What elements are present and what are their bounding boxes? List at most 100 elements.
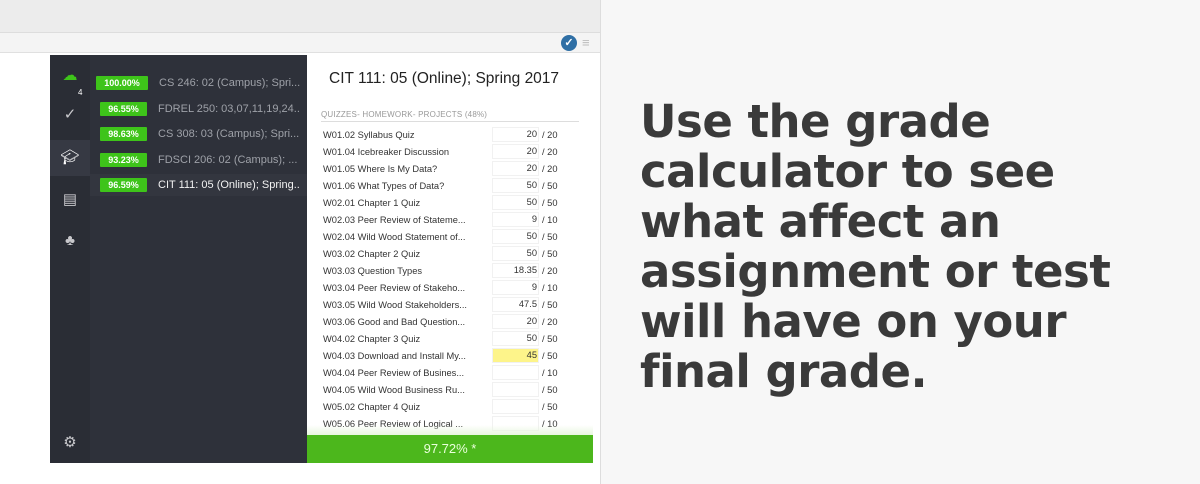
max-points: / 50 bbox=[542, 248, 558, 259]
assignment-row: W01.04 Icebreaker Discussion 20/ 20 bbox=[323, 143, 579, 160]
assignment-row: W02.01 Chapter 1 Quiz 50/ 50 bbox=[323, 194, 579, 211]
score-input[interactable]: 20 bbox=[492, 127, 539, 142]
assignment-row: W05.02 Chapter 4 Quiz / 50 bbox=[323, 398, 579, 415]
max-points: / 20 bbox=[542, 163, 558, 174]
assignment-name: W03.04 Peer Review of Stakeho... bbox=[323, 282, 466, 293]
score-input[interactable]: 20 bbox=[492, 161, 539, 176]
course-detail: CIT 111: 05 (Online); Spring 2017 QUIZZE… bbox=[307, 55, 593, 463]
score-input[interactable] bbox=[492, 365, 539, 380]
course-item[interactable]: 96.59% CIT 111: 05 (Online); Spring.. bbox=[90, 174, 307, 196]
assignment-name: W05.06 Peer Review of Logical ... bbox=[323, 418, 464, 429]
assignment-name: W03.02 Chapter 2 Quiz bbox=[323, 248, 421, 259]
section-header: QUIZZES- HOMEWORK- PROJECTS (48%) bbox=[321, 110, 579, 122]
score-input[interactable]: 50 bbox=[492, 331, 539, 346]
max-points: / 50 bbox=[542, 384, 558, 395]
course-item[interactable]: 98.63% CS 308: 03 (Campus); Spri... bbox=[90, 123, 307, 145]
assignment-row: W03.04 Peer Review of Stakeho... 9/ 10 bbox=[323, 279, 579, 296]
assignment-name: W02.03 Peer Review of Stateme... bbox=[323, 214, 466, 225]
assignment-row: W03.05 Wild Wood Stakeholders... 47.5/ 50 bbox=[323, 296, 579, 313]
max-points: / 50 bbox=[542, 299, 558, 310]
score-input[interactable]: 18.35 bbox=[492, 263, 539, 278]
score-input[interactable] bbox=[492, 382, 539, 397]
assignment-name: W04.02 Chapter 3 Quiz bbox=[323, 333, 421, 344]
course-list: 100.00% CS 246: 02 (Campus); Spri... 96.55… bbox=[90, 55, 307, 463]
course-name: CS 246: 02 (Campus); Spri... bbox=[159, 77, 301, 89]
cloud-icon[interactable]: ☁ bbox=[62, 67, 78, 84]
assignment-row: W03.03 Question Types 18.35/ 20 bbox=[323, 262, 579, 279]
extension-panel: ☁ ✓ 4 🎓︎ ▤ ♣ ⚙ 100.00% CS 246: 02 (Campus)… bbox=[50, 55, 593, 463]
grade-badge: 96.59% bbox=[100, 178, 147, 192]
max-points: / 20 bbox=[542, 146, 558, 157]
score-input[interactable] bbox=[492, 399, 539, 414]
course-item[interactable]: 93.23% FDSCI 206: 02 (Campus); ... bbox=[90, 149, 307, 171]
grade-badge: 96.55% bbox=[100, 101, 147, 116]
course-title: CIT 111: 05 (Online); Spring 2017 bbox=[329, 70, 560, 87]
grade-badge: 93.23% bbox=[100, 152, 147, 167]
tree-icon[interactable]: ♣ bbox=[65, 232, 75, 249]
score-input[interactable]: 50 bbox=[492, 229, 539, 244]
score-input[interactable]: 50 bbox=[492, 246, 539, 261]
score-input[interactable]: 50 bbox=[492, 195, 539, 210]
browser-toolbar bbox=[0, 0, 600, 33]
assignment-name: W02.01 Chapter 1 Quiz bbox=[323, 197, 421, 208]
assignment-name: W04.04 Peer Review of Busines... bbox=[323, 367, 465, 378]
settings-gear-icon[interactable]: ⚙ bbox=[63, 434, 77, 451]
icon-rail: ☁ ✓ 4 🎓︎ ▤ ♣ ⚙ bbox=[50, 55, 90, 463]
assignment-row: W01.02 Syllabus Quiz 20/ 20 bbox=[323, 126, 579, 143]
score-input[interactable]: 50 bbox=[492, 178, 539, 193]
score-input[interactable]: 9 bbox=[492, 212, 539, 227]
checkmark-badge-icon[interactable]: ✓ bbox=[561, 35, 577, 51]
assignment-name: W02.04 Wild Wood Statement of... bbox=[323, 231, 466, 242]
notification-count: 4 bbox=[78, 88, 83, 97]
grade-badge: 100.00% bbox=[96, 76, 148, 90]
graduation-cap-icon[interactable]: 🎓︎ bbox=[50, 140, 90, 176]
course-item[interactable]: 96.55% FDREL 250: 03,07,11,19,24.. bbox=[90, 98, 307, 120]
max-points: / 20 bbox=[542, 316, 558, 327]
address-bar[interactable] bbox=[0, 33, 600, 53]
assignment-name: W03.03 Question Types bbox=[323, 265, 423, 276]
course-name: CS 308: 03 (Campus); Spri... bbox=[158, 128, 300, 140]
score-input[interactable]: 47.5 bbox=[492, 297, 539, 312]
browser-window: ✓ ≡ ☁ ✓ 4 🎓︎ ▤ ♣ ⚙ 100.00% CS 246: 02 (Cam… bbox=[0, 0, 601, 484]
max-points: / 50 bbox=[542, 231, 558, 242]
assignment-name: W03.06 Good and Bad Question... bbox=[323, 316, 466, 327]
hamburger-icon[interactable]: ≡ bbox=[582, 35, 590, 50]
assignment-name: W04.03 Download and Install My... bbox=[323, 350, 466, 361]
assignment-name: W01.05 Where Is My Data? bbox=[323, 163, 438, 174]
max-points: / 10 bbox=[542, 418, 558, 429]
assignment-row: W04.04 Peer Review of Busines... / 10 bbox=[323, 364, 579, 381]
assignment-row: W03.02 Chapter 2 Quiz 50/ 50 bbox=[323, 245, 579, 262]
max-points: / 10 bbox=[542, 214, 558, 225]
assignment-row: W04.03 Download and Install My... 45/ 50 bbox=[323, 347, 579, 364]
course-name: FDREL 250: 03,07,11,19,24.. bbox=[158, 102, 300, 115]
course-item[interactable]: 100.00% CS 246: 02 (Campus); Spri... bbox=[90, 72, 307, 94]
max-points: / 20 bbox=[542, 265, 558, 276]
notifications-check-icon[interactable]: ✓ 4 bbox=[63, 88, 83, 123]
assignment-row: W02.04 Wild Wood Statement of... 50/ 50 bbox=[323, 228, 579, 245]
calendar-layout-icon[interactable]: ▤ bbox=[62, 191, 78, 208]
assignment-row: W02.03 Peer Review of Stateme... 9/ 10 bbox=[323, 211, 579, 228]
assignment-row: W04.02 Chapter 3 Quiz 50/ 50 bbox=[323, 330, 579, 347]
final-grade-bar: 97.72% * bbox=[307, 435, 593, 463]
assignment-row: W03.06 Good and Bad Question... 20/ 20 bbox=[323, 313, 579, 330]
score-input[interactable]: 9 bbox=[492, 280, 539, 295]
course-name: FDSCI 206: 02 (Campus); ... bbox=[158, 153, 298, 166]
max-points: / 10 bbox=[542, 367, 558, 378]
max-points: / 50 bbox=[542, 180, 558, 191]
assignment-row: W01.05 Where Is My Data? 20/ 20 bbox=[323, 160, 579, 177]
grade-badge: 98.63% bbox=[100, 127, 147, 141]
promo-caption: Use the grade calculator to see what aff… bbox=[640, 95, 1111, 398]
assignment-name: W03.05 Wild Wood Stakeholders... bbox=[323, 299, 467, 310]
max-points: / 10 bbox=[542, 282, 558, 293]
score-input[interactable]: 20 bbox=[492, 144, 539, 159]
score-input[interactable]: 45 bbox=[492, 348, 539, 363]
assignment-name: W04.05 Wild Wood Business Ru... bbox=[323, 384, 465, 395]
assignment-name: W05.02 Chapter 4 Quiz bbox=[323, 401, 421, 412]
max-points: / 50 bbox=[542, 197, 558, 208]
assignment-row: W01.06 What Types of Data? 50/ 50 bbox=[323, 177, 579, 194]
assignment-name: W01.02 Syllabus Quiz bbox=[323, 129, 415, 140]
max-points: / 20 bbox=[542, 129, 558, 140]
course-name: CIT 111: 05 (Online); Spring.. bbox=[158, 179, 300, 191]
max-points: / 50 bbox=[542, 401, 558, 412]
score-input[interactable]: 20 bbox=[492, 314, 539, 329]
